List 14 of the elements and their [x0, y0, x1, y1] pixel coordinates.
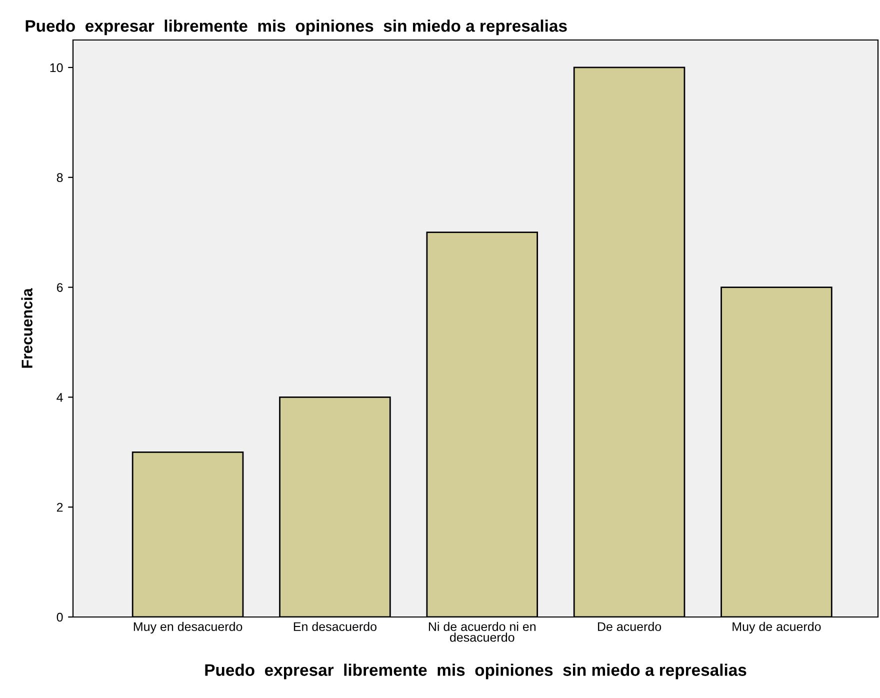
y-tick-label: 10	[50, 63, 63, 72]
x-tick-label: De acuerdo	[598, 622, 662, 632]
x-axis-title: Puedo expresar libremente mis opiniones sin miedo a represalias	[205, 664, 746, 680]
chart-title: Puedo expresar libremente mis opiniones sin miedo a represalias	[26, 20, 567, 36]
y-tick-label: 6	[56, 283, 63, 292]
x-tick-label: En desacuerdo	[294, 622, 376, 632]
y-tick-label: 8	[56, 173, 63, 182]
y-tick-label: 0	[56, 612, 63, 622]
y-tick-label: 2	[56, 502, 63, 512]
x-tick-label: Ni de acuerdo ni en desacuerdo	[428, 622, 536, 642]
y-axis-title: Frecuencia	[21, 288, 32, 368]
x-tick-label: Muy en desacuerdo	[134, 622, 242, 634]
x-tick-label: Muy de acuerdo	[732, 622, 821, 634]
y-tick-label: 4	[56, 393, 63, 402]
